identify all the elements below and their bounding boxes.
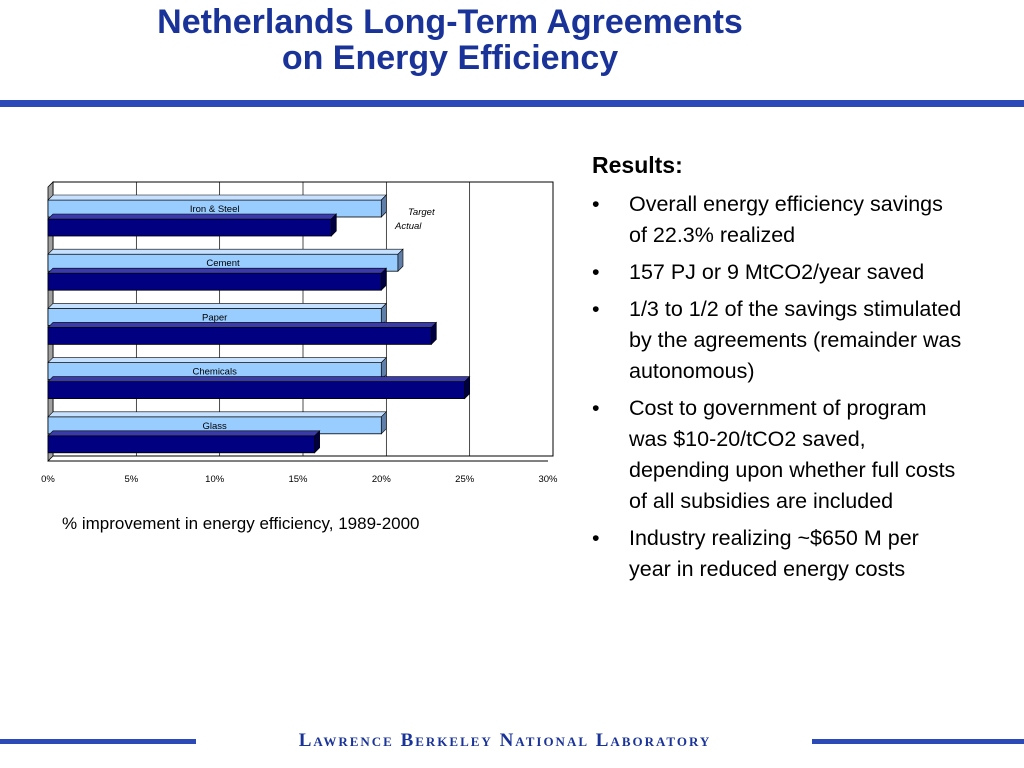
x-tick-label: 15% (288, 474, 308, 485)
actual-bar (47, 272, 382, 291)
results-item: • Cost to government of program was $10-2… (592, 393, 962, 517)
x-tick-label: 25% (455, 474, 475, 485)
actual-bar-side (314, 430, 320, 454)
actual-bar-top (47, 430, 321, 437)
bullet-icon: • (592, 526, 600, 550)
footer-rule-right (812, 739, 1024, 744)
target-bar-side (397, 248, 404, 272)
results-item: • Industry realizing ~$650 M per year in … (592, 523, 962, 585)
x-tick-label: 5% (124, 474, 138, 485)
results-item: • Overall energy efficiency savings of 22… (592, 189, 962, 251)
target-bar-top (47, 357, 388, 363)
bullet-icon: • (592, 297, 600, 321)
results-heading: Results: (592, 152, 683, 178)
bullet-icon: • (592, 260, 600, 284)
bullet-icon: • (592, 192, 600, 216)
actual-bar-side (464, 375, 470, 400)
results-item-text: Overall energy efficiency savings of 22.… (629, 192, 943, 247)
results-item-text: 1/3 to 1/2 of the savings stimulated by … (629, 297, 962, 383)
x-tick-label: 0% (41, 474, 55, 485)
actual-bar-side (431, 321, 437, 346)
actual-bar (47, 218, 332, 237)
target-bar-side (381, 411, 387, 435)
legend-actual-label: Actual (394, 221, 422, 232)
results-item: • 157 PJ or 9 MtCO2/year saved (592, 257, 962, 288)
results-item-text: Cost to government of program was $10-20… (629, 396, 956, 513)
x-tick-label: 20% (372, 474, 392, 485)
legend-target-label: Target (408, 207, 435, 218)
bullet-icon: • (592, 396, 600, 420)
target-bar-top (47, 248, 404, 255)
target-bar-top (47, 411, 388, 418)
chart-x-axis-label: % improvement in energy efficiency, 1989… (62, 514, 420, 533)
actual-bar-top (47, 322, 438, 328)
results-list: • Overall energy efficiency savings of 22… (592, 189, 962, 585)
footer-lab-name: Lawrence Berkeley National Laboratory (298, 730, 712, 751)
results-panel: Results: • Overall energy efficiency savi… (592, 152, 962, 591)
category-label: Chemicals (192, 367, 237, 378)
results-item-text: Industry realizing ~$650 M per year in r… (629, 526, 919, 581)
actual-bar (47, 381, 466, 400)
footer-rule-left (0, 739, 196, 744)
footer: Lawrence Berkeley National Laboratory (0, 730, 1024, 752)
results-item-text: 157 PJ or 9 MtCO2/year saved (629, 260, 925, 284)
x-tick-label: 30% (538, 474, 558, 485)
target-bar-top (47, 194, 388, 201)
target-bar-top (47, 303, 388, 309)
slide-title-line2: on Energy Efficiency (281, 39, 619, 77)
x-tick-label: 10% (205, 474, 225, 485)
actual-bar (47, 326, 432, 345)
actual-bar-side (331, 213, 337, 237)
actual-bar-side (381, 267, 387, 291)
title-divider (0, 100, 1024, 107)
actual-bar-top (47, 376, 471, 382)
category-label: Iron & Steel (190, 204, 240, 215)
actual-bar (47, 435, 316, 454)
target-bar-side (381, 194, 387, 218)
category-label: Cement (206, 258, 240, 269)
bar-chart: Iron & Steel Cement Paper Chemicals Glass Tar… (41, 181, 558, 485)
results-item: • 1/3 to 1/2 of the savings stimulated by… (592, 294, 962, 387)
slide-title: Netherlands Long-Term Agreements on Ener… (0, 4, 900, 76)
category-label: Glass (203, 421, 228, 432)
category-label: Paper (202, 312, 227, 323)
target-bar-side (381, 356, 387, 381)
target-bar-side (381, 302, 387, 327)
slide-title-line1: Netherlands Long-Term Agreements (157, 3, 743, 41)
